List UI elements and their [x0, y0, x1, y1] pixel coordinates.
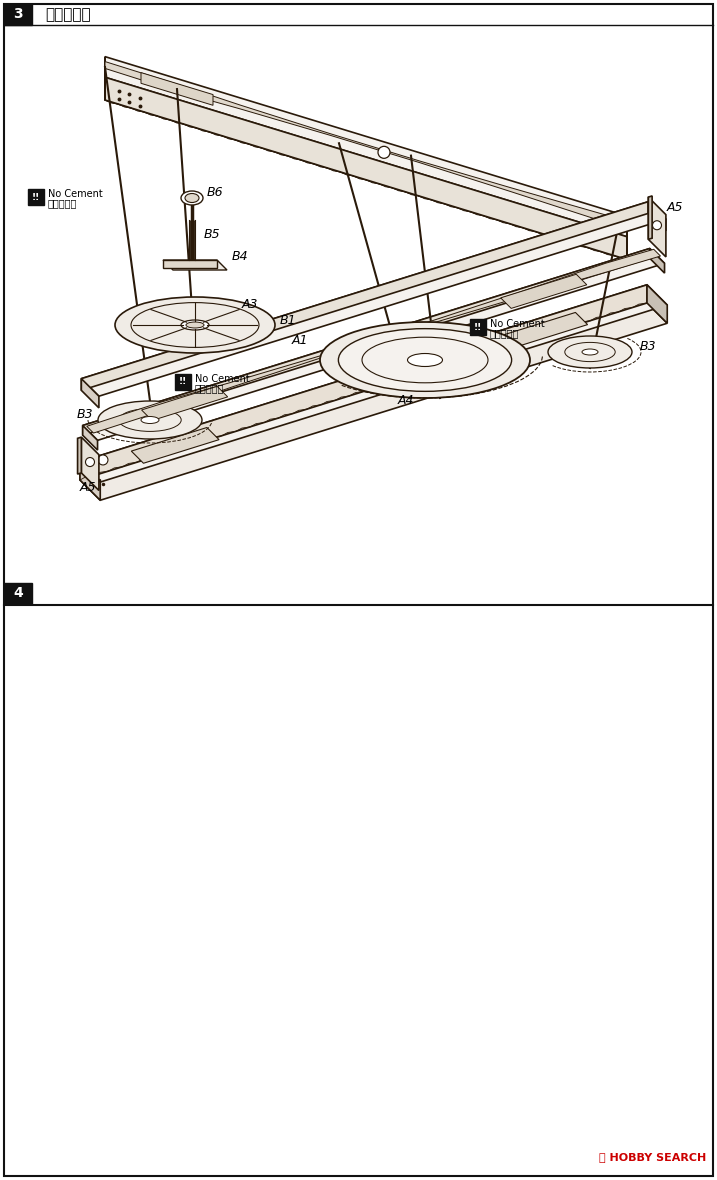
Ellipse shape [548, 336, 632, 368]
Ellipse shape [186, 322, 204, 328]
Polygon shape [105, 77, 627, 260]
Polygon shape [647, 284, 668, 323]
Text: !!: !! [179, 378, 187, 387]
Text: B3: B3 [77, 408, 93, 421]
Polygon shape [648, 196, 652, 240]
Polygon shape [141, 386, 228, 420]
Text: A5: A5 [667, 201, 683, 214]
Polygon shape [80, 461, 100, 500]
Polygon shape [648, 197, 666, 257]
Text: Ⓢ HOBBY SEARCH: Ⓢ HOBBY SEARCH [599, 1152, 706, 1162]
Ellipse shape [338, 329, 512, 392]
Text: No Cement: No Cement [48, 189, 103, 199]
Polygon shape [105, 79, 627, 260]
Polygon shape [163, 260, 217, 268]
Text: No Cement: No Cement [490, 319, 545, 329]
Polygon shape [82, 249, 650, 435]
Text: 接着しない: 接着しない [48, 198, 77, 208]
Polygon shape [81, 202, 648, 391]
Ellipse shape [131, 302, 259, 347]
Text: 車体の組立: 車体の組立 [45, 7, 90, 22]
Polygon shape [648, 202, 666, 231]
Polygon shape [81, 379, 99, 408]
Ellipse shape [181, 191, 203, 205]
Polygon shape [80, 284, 668, 483]
Circle shape [85, 458, 95, 466]
Polygon shape [105, 61, 627, 228]
Polygon shape [163, 260, 227, 270]
Polygon shape [82, 249, 665, 440]
Ellipse shape [407, 354, 442, 367]
Bar [175, 374, 191, 391]
Polygon shape [105, 57, 627, 237]
Text: B4: B4 [232, 250, 249, 263]
Polygon shape [80, 303, 668, 500]
Polygon shape [82, 426, 98, 450]
Polygon shape [141, 73, 213, 105]
Circle shape [376, 373, 390, 387]
Polygon shape [131, 427, 219, 464]
Polygon shape [87, 249, 660, 433]
Polygon shape [80, 284, 647, 480]
Text: B1: B1 [280, 314, 297, 327]
Polygon shape [81, 202, 666, 396]
Text: 4: 4 [13, 586, 23, 599]
Ellipse shape [181, 320, 209, 330]
Polygon shape [500, 313, 588, 348]
Text: 接着しない: 接着しない [490, 328, 519, 337]
Polygon shape [77, 437, 81, 474]
Text: !!: !! [474, 322, 482, 332]
Ellipse shape [362, 337, 488, 382]
Text: A3: A3 [242, 299, 259, 312]
Bar [4, 583, 32, 604]
Ellipse shape [185, 194, 199, 203]
Ellipse shape [565, 342, 615, 361]
Ellipse shape [98, 401, 202, 439]
Text: B3: B3 [640, 341, 657, 354]
Text: A5: A5 [80, 481, 97, 494]
Bar [470, 319, 486, 335]
Text: No Cement: No Cement [195, 374, 250, 384]
Text: A1: A1 [292, 334, 308, 347]
Ellipse shape [141, 417, 159, 424]
Polygon shape [500, 274, 587, 308]
Text: B6: B6 [207, 186, 224, 199]
Text: 接着しない: 接着しない [195, 384, 224, 393]
Circle shape [652, 221, 662, 230]
Bar [4, 4, 32, 25]
Polygon shape [650, 249, 665, 273]
Ellipse shape [119, 408, 181, 432]
Bar [28, 189, 44, 205]
Text: 3: 3 [13, 7, 23, 21]
Ellipse shape [320, 322, 530, 398]
Circle shape [98, 455, 108, 465]
Polygon shape [81, 437, 99, 491]
Ellipse shape [582, 349, 598, 355]
Text: A4: A4 [397, 394, 414, 407]
Ellipse shape [115, 297, 275, 353]
Text: !!: !! [32, 192, 40, 202]
Circle shape [378, 146, 390, 158]
Text: B5: B5 [204, 229, 221, 242]
